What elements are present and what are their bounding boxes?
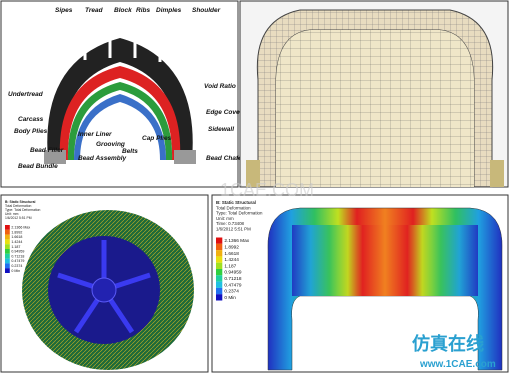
legend-swatch	[5, 249, 10, 254]
legend-level: 0.71218	[224, 276, 241, 282]
legend-swatch	[216, 269, 223, 276]
label: Dimples	[156, 7, 182, 14]
grooves	[58, 28, 182, 72]
legend-swatch	[5, 268, 10, 273]
legend-level: 1.4244	[11, 240, 22, 244]
panel-border	[0, 0, 239, 188]
tire-diagram: Sipes Tread Block Ribs Dimples Shoulder …	[0, 0, 245, 188]
legend-swatch	[5, 239, 10, 245]
inner-mesh	[275, 30, 475, 187]
label: Sidewall	[208, 126, 234, 133]
belt-layer	[59, 66, 181, 160]
label: Bead Filler	[30, 147, 64, 154]
legend-line: Type: Total Deformation	[216, 211, 263, 216]
legend-level: 2.1366 Max	[224, 238, 249, 244]
legend-line: Total Deformation	[216, 205, 251, 210]
legend-swatch	[216, 250, 223, 257]
legend-line: B: Static Structural	[216, 200, 256, 205]
legend-level: 0 Min	[224, 295, 236, 301]
label: Block	[114, 7, 132, 14]
bead-left	[44, 150, 66, 164]
legend-level: 1.8992	[11, 230, 22, 234]
legend-swatch	[5, 263, 10, 269]
legend-swatch	[216, 256, 223, 263]
legend-level: 0.2374	[224, 289, 239, 295]
legend-line: 1/6/2012 5:51 PM	[5, 216, 32, 220]
legend-swatch	[216, 275, 223, 282]
rim	[246, 160, 260, 187]
legend-swatch	[5, 234, 10, 240]
legend-line: Type: Total Deformation	[5, 208, 41, 212]
legend-level: 0.47479	[224, 282, 241, 288]
label: Bead Assembly	[78, 155, 127, 162]
label: Carcass	[18, 116, 44, 123]
legend-swatch	[216, 287, 223, 295]
legend-swatch	[5, 229, 10, 235]
label: Bead Bundle	[18, 163, 58, 170]
mesh-panel	[239, 0, 509, 188]
legend-level: 0 Min	[11, 269, 20, 273]
legend-swatch	[216, 281, 223, 288]
label: Body Plies	[14, 128, 48, 135]
hub	[91, 277, 117, 303]
legend-level: 0.2374	[11, 264, 22, 268]
spokes	[57, 240, 151, 334]
legend-level: 0.94959	[11, 250, 24, 254]
label: Grooving	[96, 141, 125, 148]
legend-line: B: Static Structural	[5, 200, 35, 204]
legend-swatch	[216, 237, 223, 244]
legend-level: 1.4244	[224, 257, 239, 263]
label: Edge Cover	[206, 109, 243, 116]
legend-line: Total Deformation	[5, 204, 31, 208]
label: Cap Plies	[142, 135, 172, 142]
liner-layer	[74, 94, 166, 160]
label: Tread	[85, 7, 104, 14]
brand: 仿真在线	[412, 333, 484, 354]
legend-swatch	[5, 244, 10, 249]
legend-level: 1.8992	[224, 245, 239, 251]
legend-level: 0.94959	[224, 270, 241, 276]
inner-wall	[292, 225, 478, 296]
legend-line: 1/6/2012 5:51 PM	[216, 226, 251, 231]
tread-shape	[47, 38, 193, 160]
bead-right	[174, 150, 196, 164]
legend-level: 2.1366 Max	[11, 226, 30, 230]
legend-swatch	[216, 262, 223, 269]
legend-line: Time: 0.73408	[216, 221, 245, 226]
watermark: 1CAE.COM	[220, 180, 314, 200]
ply-layer	[67, 82, 173, 160]
legend-level: 0.71218	[11, 254, 24, 258]
label: Bead Chafer	[206, 155, 245, 162]
legend-swatch	[5, 253, 10, 259]
legend-swatch	[216, 294, 223, 301]
label: Void Ratio	[204, 83, 236, 90]
legend-line: Unit: mm	[5, 212, 19, 216]
label: Shoulder	[192, 7, 221, 14]
label: Inner Liner	[78, 131, 112, 138]
legend-swatch	[5, 258, 10, 264]
legend-level: 1.6618	[224, 251, 239, 257]
label: Sipes	[55, 7, 73, 14]
legend-swatch	[5, 225, 10, 230]
url: www.1CAE.com	[419, 359, 496, 370]
rim	[490, 160, 504, 187]
legend-level: 1.187	[11, 245, 20, 249]
legend-line: Unit: mm	[216, 216, 234, 221]
legend-swatch	[216, 243, 223, 251]
legend-level: 0.47479	[11, 259, 24, 263]
label: Ribs	[136, 7, 150, 14]
legend-level: 1.187	[224, 263, 236, 269]
legend-level: 1.6618	[11, 235, 22, 239]
label: Belts	[122, 148, 138, 155]
label: Undertread	[8, 91, 44, 98]
